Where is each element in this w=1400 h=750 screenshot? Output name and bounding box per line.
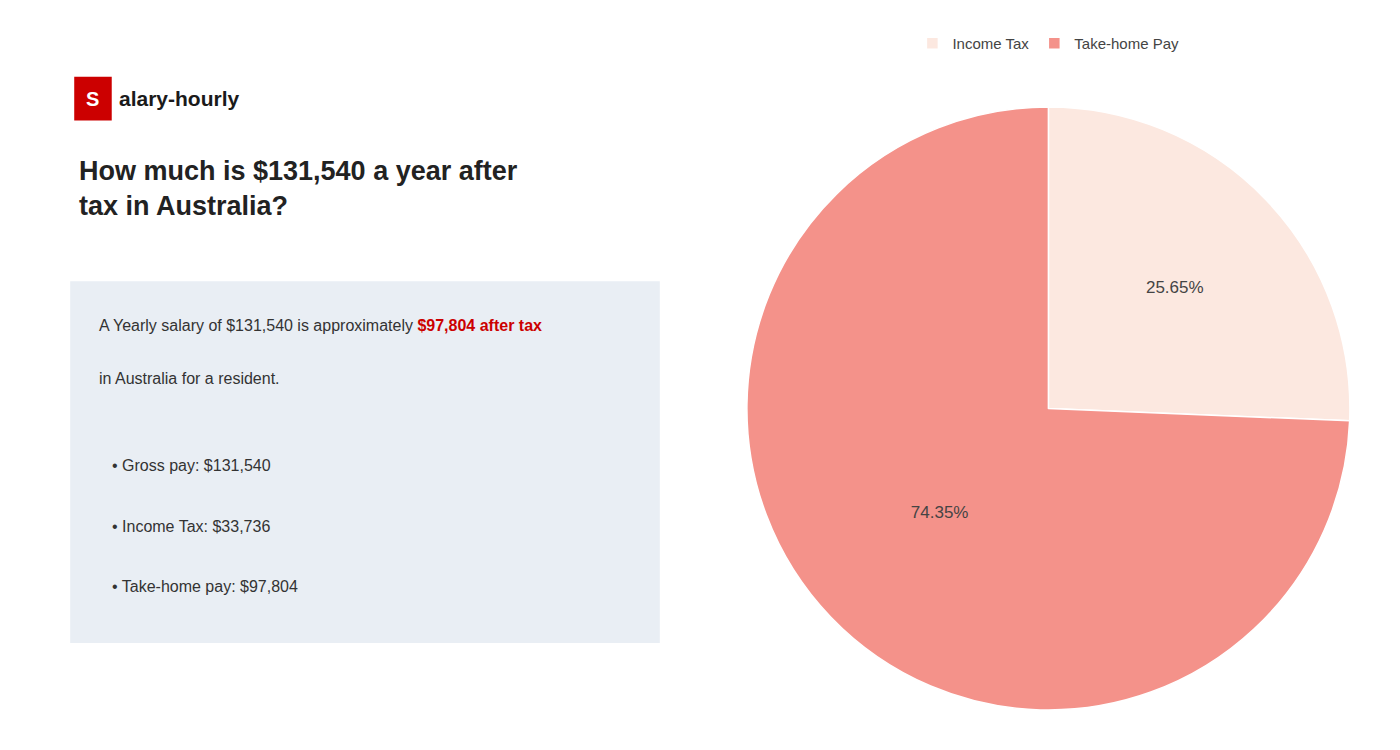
svg-text:• Income Tax: $33,736: • Income Tax: $33,736 — [112, 518, 270, 535]
svg-text:A Yearly salary of $131,540 is: A Yearly salary of $131,540 is approxima… — [99, 317, 542, 334]
svg-text:S: S — [86, 88, 99, 110]
svg-text:• Gross pay: $131,540: • Gross pay: $131,540 — [112, 457, 271, 474]
svg-text:74.35%: 74.35% — [911, 503, 969, 522]
svg-text:• Take-home pay: $97,804: • Take-home pay: $97,804 — [112, 578, 298, 595]
svg-text:How much is $131,540 a year af: How much is $131,540 a year aftertax in … — [79, 156, 518, 221]
svg-text:alary-hourly: alary-hourly — [119, 87, 240, 110]
svg-text:in Australia for a resident.: in Australia for a resident. — [99, 370, 280, 387]
svg-text:Take-home Pay: Take-home Pay — [1074, 35, 1179, 52]
svg-text:Income Tax: Income Tax — [952, 35, 1029, 52]
svg-text:25.65%: 25.65% — [1146, 278, 1204, 297]
